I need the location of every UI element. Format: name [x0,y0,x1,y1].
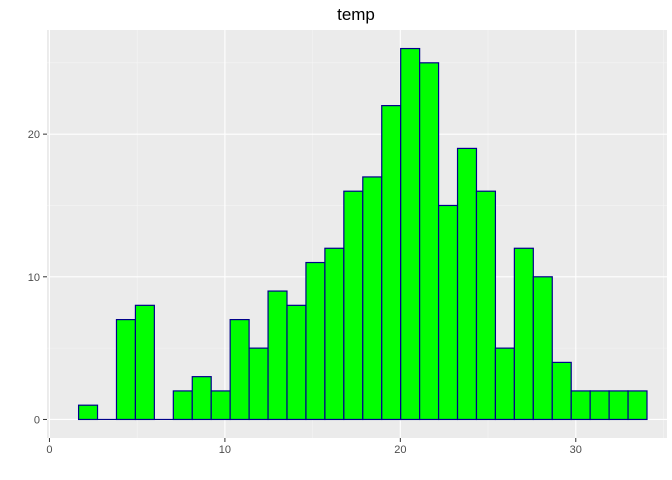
histogram-bar [305,261,326,421]
histogram-bar [513,247,534,421]
histogram-bar [343,190,364,421]
histogram-bar [608,390,629,421]
histogram-bar [362,176,383,421]
y-tick-label: 10 [28,272,40,284]
histogram-bar [494,347,515,421]
histogram-bars [77,47,648,421]
histogram-bar [286,304,307,421]
histogram-bar [324,247,345,421]
histogram-bar [381,105,402,421]
chart-title: temp [337,5,375,24]
histogram-bar [456,147,478,421]
x-axis: 0 10 20 30 [46,438,582,456]
x-tick-label: 0 [46,444,52,456]
histogram-bar [589,390,610,421]
x-tick-label: 30 [570,444,582,456]
histogram-bar [248,347,269,421]
histogram-bar [267,290,288,421]
histogram-bar [115,318,137,421]
x-tick-label: 20 [394,444,406,456]
histogram-bar [229,318,250,421]
histogram-bar [210,390,231,421]
y-tick-label: 0 [34,414,40,426]
histogram-bar [419,62,440,421]
histogram-bar [400,47,421,421]
y-tick-label: 20 [28,129,40,141]
histogram-bar [475,190,497,421]
histogram-bar [191,376,212,421]
histogram-bar [134,304,155,421]
x-tick-label: 10 [219,444,231,456]
y-axis: 0 10 20 [28,129,47,426]
histogram-bar [551,361,572,421]
histogram-bar [172,390,193,421]
histogram-bar [437,204,459,421]
histogram-bar [77,404,99,421]
histogram-bar [570,390,591,421]
histogram-bar [532,276,553,421]
histogram-bar [627,390,648,421]
